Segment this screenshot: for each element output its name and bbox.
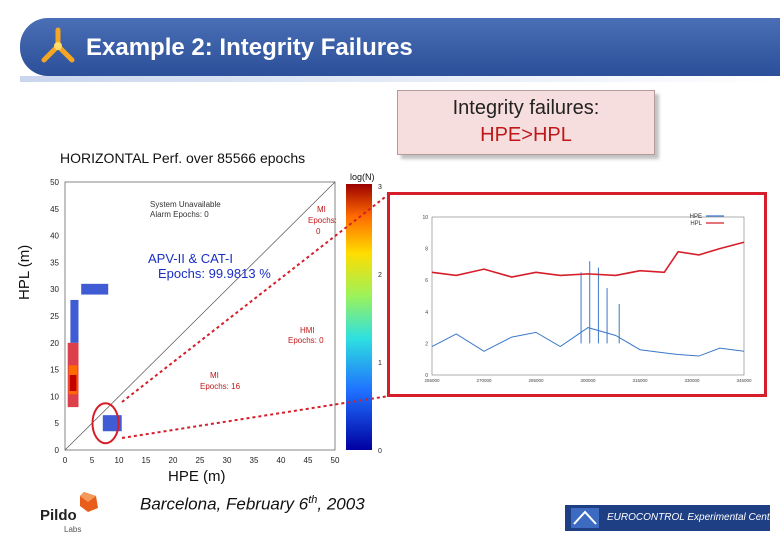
integrity-callout: Integrity failures: HPE>HPL	[397, 90, 655, 155]
ts-x-tick-label: 330000	[684, 378, 700, 383]
heatmap-cluster	[70, 299, 79, 343]
integrity-failure-ellipse	[91, 402, 120, 445]
y-tick-label: 40	[50, 232, 59, 241]
ts-plot-area	[431, 216, 745, 376]
eurocontrol-banner: EUROCONTROL Experimental Centre	[565, 505, 779, 531]
annotation-hmi-epochs: Epochs: 0	[288, 336, 324, 345]
heatmap-cluster	[81, 283, 109, 295]
x-tick-label: 10	[115, 456, 124, 464]
x-tick-label: 20	[169, 456, 178, 464]
y-tick-label: 15	[50, 366, 59, 375]
annotation-system-unavailable: System Unavailable	[150, 200, 221, 209]
ts-x-tick-label: 285000	[528, 378, 544, 383]
y-tick-label: 45	[50, 205, 59, 214]
colorbar	[346, 184, 372, 450]
ts-y-tick-label: 6	[425, 278, 428, 284]
hpe-hpl-timeseries-chart: 0 2 4 6 8 10 255000 270000 285000 300000 315000 33…	[422, 214, 752, 383]
colorbar-tick-label: 1	[378, 360, 382, 367]
ts-y-tick-label: 8	[425, 247, 428, 253]
y-axis-label-text: HPL (m)	[16, 244, 33, 300]
annotation-apv: APV-II & CAT-I	[148, 251, 233, 266]
series-hpl	[431, 241, 745, 278]
horizontal-perf-chart: HORIZONTAL Perf. over 85566 epochs log(N…	[50, 150, 382, 464]
footer-date: Barcelona, February 6th, 2003	[140, 494, 365, 515]
ts-y-tick-label: 2	[425, 341, 428, 347]
footer-date-sup: th	[308, 494, 318, 506]
heatmap-cluster-peak	[69, 374, 77, 392]
annotation-apv-epochs: Epochs: 99.9813 %	[158, 266, 271, 281]
y-tick-label: 10	[50, 392, 59, 401]
x-tick-label: 0	[63, 456, 68, 464]
ts-y-tick-label: 0	[425, 373, 428, 379]
x-axis-label-text: HPE (m)	[168, 468, 226, 485]
y-tick-label: 0	[55, 446, 60, 455]
footer-date-suffix: , 2003	[317, 494, 365, 514]
annotation-mi2-epochs: Epochs: 16	[200, 382, 241, 391]
chart-title: HORIZONTAL Perf. over 85566 epochs	[60, 150, 305, 166]
y-tick-label: 50	[50, 178, 59, 187]
ts-x-tick-label: 345000	[736, 378, 752, 383]
ts-y-tick-label: 4	[425, 310, 428, 316]
x-tick-label: 35	[250, 456, 259, 464]
x-tick-label: 50	[331, 456, 340, 464]
y-tick-label: 30	[50, 285, 59, 294]
eurocontrol-text: EUROCONTROL Experimental Centre	[607, 512, 779, 523]
annotation-hmi: HMI	[300, 326, 315, 335]
ts-x-tick-label: 255000	[424, 378, 440, 383]
ts-x-tick-label: 300000	[580, 378, 596, 383]
colorbar-label: log(N)	[350, 172, 375, 182]
x-tick-label: 15	[142, 456, 151, 464]
pildo-name: Pildo	[40, 507, 77, 524]
annotation-alarm-epochs: Alarm Epochs: 0	[150, 210, 209, 219]
callout-line-1: Integrity failures:	[452, 97, 600, 119]
x-tick-label: 40	[277, 456, 286, 464]
heatmap-cluster	[102, 415, 122, 432]
colorbar-tick-label: 3	[378, 184, 382, 191]
callout-line-2: HPE>HPL	[480, 124, 572, 146]
title-bar	[20, 18, 780, 82]
ts-y-tick-label: 10	[422, 215, 428, 221]
y-tick-label: 20	[50, 339, 59, 348]
x-tick-label: 30	[223, 456, 232, 464]
eurocontrol-logo-icon	[571, 508, 599, 528]
slide-title: Example 2: Integrity Failures	[86, 34, 413, 61]
legend-hpl: HPL	[690, 221, 702, 227]
y-tick-label: 35	[50, 258, 59, 267]
x-tick-label: 45	[304, 456, 313, 464]
legend-hpe: HPE	[690, 214, 702, 220]
series-hpe	[431, 327, 745, 357]
x-tick-label: 25	[196, 456, 205, 464]
ts-x-tick-label: 315000	[632, 378, 648, 383]
y-tick-label: 5	[55, 419, 60, 428]
colorbar-tick-label: 2	[378, 272, 382, 279]
ts-legend: HPE HPL	[690, 214, 724, 227]
y-tick-label: 25	[50, 312, 59, 321]
pildo-sub: Labs	[64, 525, 82, 534]
title-logo-icon	[41, 27, 75, 63]
x-tick-label: 5	[90, 456, 95, 464]
annotation-mi2: MI	[210, 371, 219, 380]
colorbar-tick-label: 0	[378, 448, 382, 455]
pildo-logo-icon	[80, 492, 98, 512]
footer-date-prefix: Barcelona, February 6	[140, 494, 309, 514]
ts-x-tick-label: 270000	[476, 378, 492, 383]
annotation-mi-epochs-value: 0	[316, 227, 321, 236]
annotation-mi: MI	[317, 205, 326, 214]
annotation-mi-epochs: Epochs:	[308, 216, 337, 225]
